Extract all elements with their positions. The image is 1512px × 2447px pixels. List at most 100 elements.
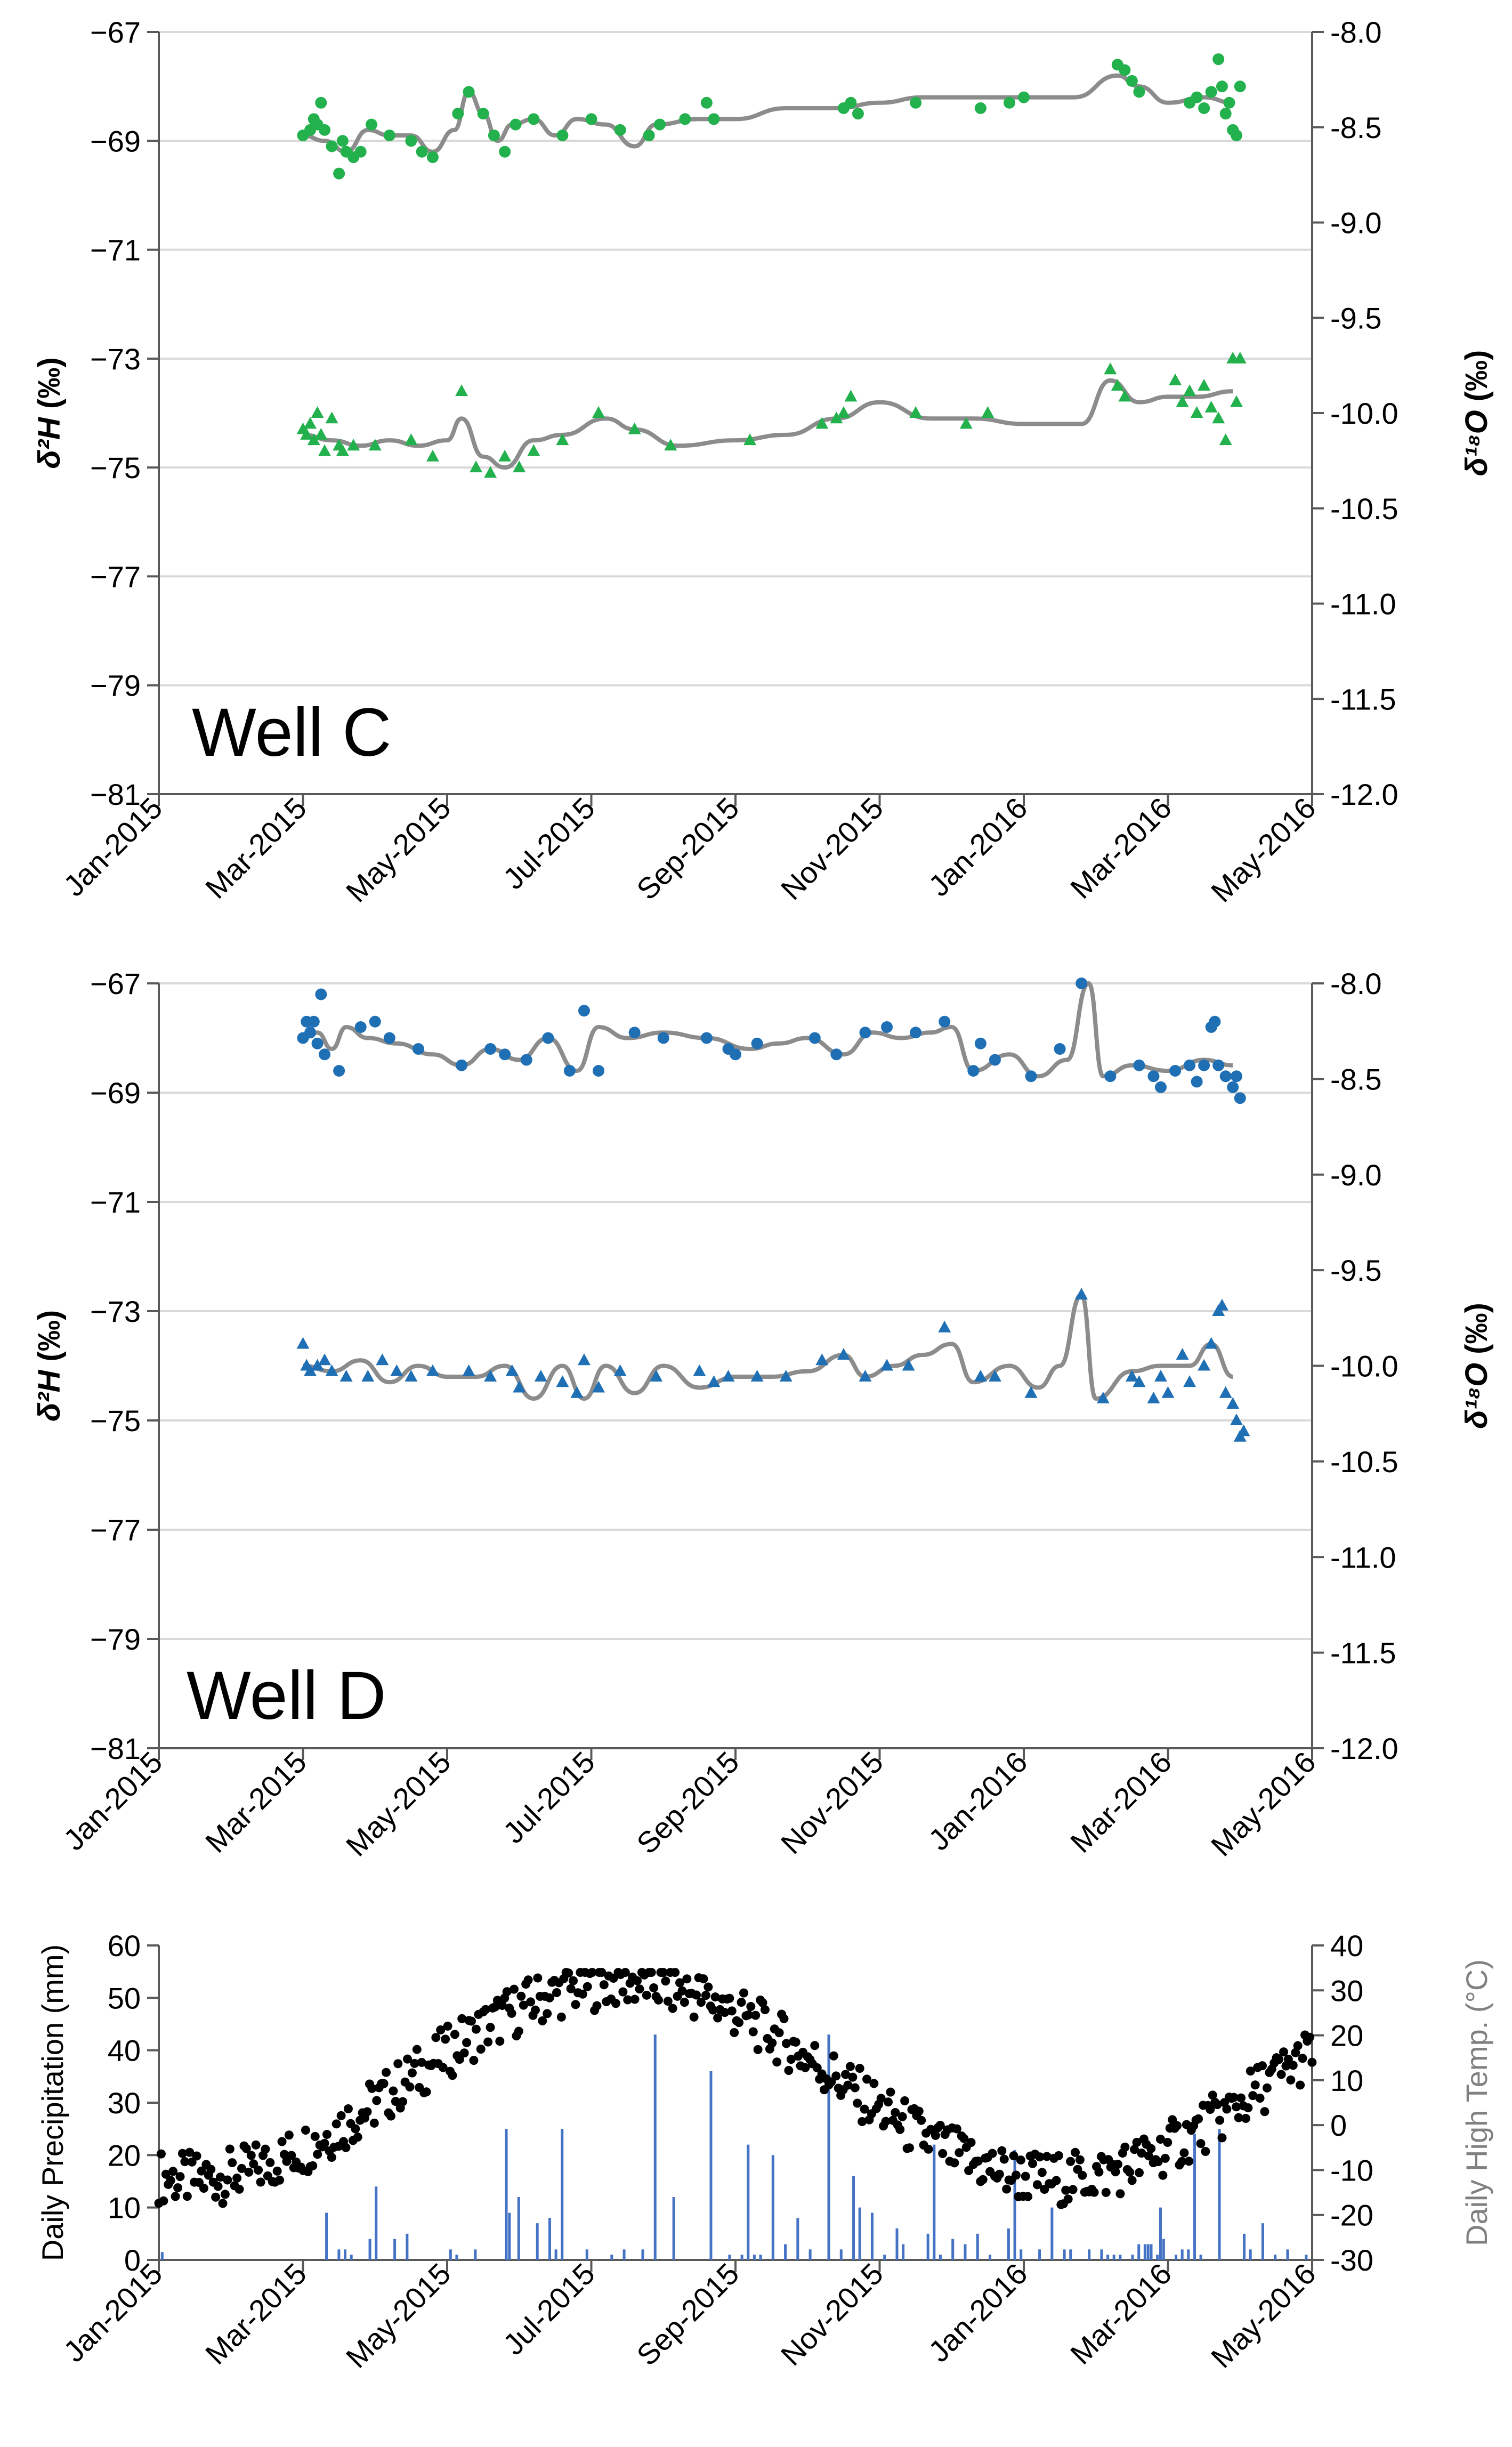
data-point-circle [488,130,500,142]
data-point-triangle [779,1370,793,1382]
data-point-circle [1076,978,1088,989]
temp-point [772,2057,782,2067]
temp-point [812,2063,822,2073]
temp-point [516,1991,526,2001]
data-point-triangle [1230,395,1243,407]
temp-point [1032,2180,1042,2190]
precip-bar [1119,2255,1122,2260]
temp-point [533,1973,543,1983]
data-point-triangle [1198,1359,1211,1371]
precip-bar [344,2249,347,2260]
precip-bar [771,2155,774,2260]
temp-point [950,2158,959,2168]
temp-point [860,2104,869,2114]
temp-point [696,1998,706,2007]
data-point-circle [808,1032,821,1044]
right-tick-label: 0 [1330,2109,1347,2142]
precip-bar [1150,2244,1153,2260]
right-tick-label: -12.0 [1330,1732,1398,1765]
right-tick-label: -10.0 [1330,1350,1398,1383]
precip-bar [1175,2255,1178,2260]
temp-point [223,2175,232,2185]
data-point-triangle [339,1370,353,1382]
data-point-triangle [974,1370,987,1382]
temp-point [279,2150,289,2159]
temp-point [1246,2066,1255,2076]
data-point-circle [333,1065,345,1077]
data-point-triangle [527,444,540,456]
data-point-triangle [815,417,829,429]
data-point-triangle [1133,1375,1146,1387]
temp-point [924,2144,933,2154]
data-point-triangle [347,439,360,451]
right-tick-label: -20 [1330,2199,1373,2232]
right-tick-label: -8.0 [1330,15,1382,49]
data-point-triangle [938,1320,951,1332]
data-point-circle [528,113,540,125]
right-axis-title: Daily High Temp. (°C) [1460,1959,1493,2246]
precip-bar [1305,2255,1308,2260]
data-point-circle [315,988,327,1000]
right-tick-label: -9.0 [1330,206,1382,240]
temp-point [1137,2149,1146,2158]
temp-point [1274,2055,1284,2064]
trend-line [303,378,1233,470]
data-point-circle [1223,96,1235,109]
left-tick-label: 0 [124,2243,141,2277]
temp-point [1113,2160,1122,2169]
temp-point [682,1974,692,1984]
data-point-circle [1154,1081,1167,1093]
data-point-circle [1216,80,1228,93]
temp-point [519,2000,528,2010]
temp-point [630,1994,640,2004]
precip-bar [902,2244,905,2260]
temp-point [845,2062,855,2071]
temp-point [410,2058,419,2068]
left-tick-label: −75 [90,1404,141,1437]
data-point-circle [1219,1070,1232,1083]
temp-point [391,2097,400,2106]
left-axis-title: Daily Precipitation (mm) [36,1944,69,2261]
temp-point [466,2016,476,2026]
x-tick-label: Nov-2015 [774,1745,890,1860]
right-tick-label: -11.5 [1330,682,1396,716]
data-point-circle [585,113,597,125]
data-point-triangle [325,1364,338,1376]
temp-point [180,2157,190,2167]
right-tick-label: -10 [1330,2153,1373,2187]
data-point-circle [859,1027,871,1039]
data-point-circle [1126,75,1138,87]
temp-point [642,1990,651,2000]
data-point-circle [1054,1043,1066,1055]
right-tick-label: -9.0 [1330,1158,1382,1192]
data-point-triangle [1219,433,1232,446]
temp-point [883,2097,893,2107]
temp-point [256,2177,265,2187]
data-point-triangle [1233,351,1247,364]
temp-point [308,2161,318,2170]
data-point-triangle [336,444,349,456]
right-tick-label: -11.0 [1330,587,1396,621]
temp-point [1217,2133,1227,2143]
data-point-triangle [722,1370,735,1382]
data-point-circle [463,86,475,98]
data-point-triangle [1215,1298,1228,1311]
temp-point [1194,2114,1203,2123]
data-point-triangle [1212,411,1225,424]
temp-point [751,2010,761,2020]
left-tick-label: −73 [90,1295,141,1328]
temp-point [1011,2170,1021,2180]
right-tick-label: 10 [1330,2064,1363,2097]
x-tick-label: Mar-2016 [1064,2257,1178,2371]
temp-point [1037,2168,1047,2177]
data-point-triangle [577,1353,591,1366]
data-point-circle [1018,91,1030,103]
data-point-circle [910,96,922,109]
data-point-triangle [959,417,973,429]
data-point-circle [1230,130,1242,142]
temp-point [1132,2137,1142,2147]
trend-line [303,981,1233,1079]
data-point-triangle [318,1353,331,1366]
precip-bar [1088,2249,1091,2260]
temp-point [1160,2153,1170,2163]
